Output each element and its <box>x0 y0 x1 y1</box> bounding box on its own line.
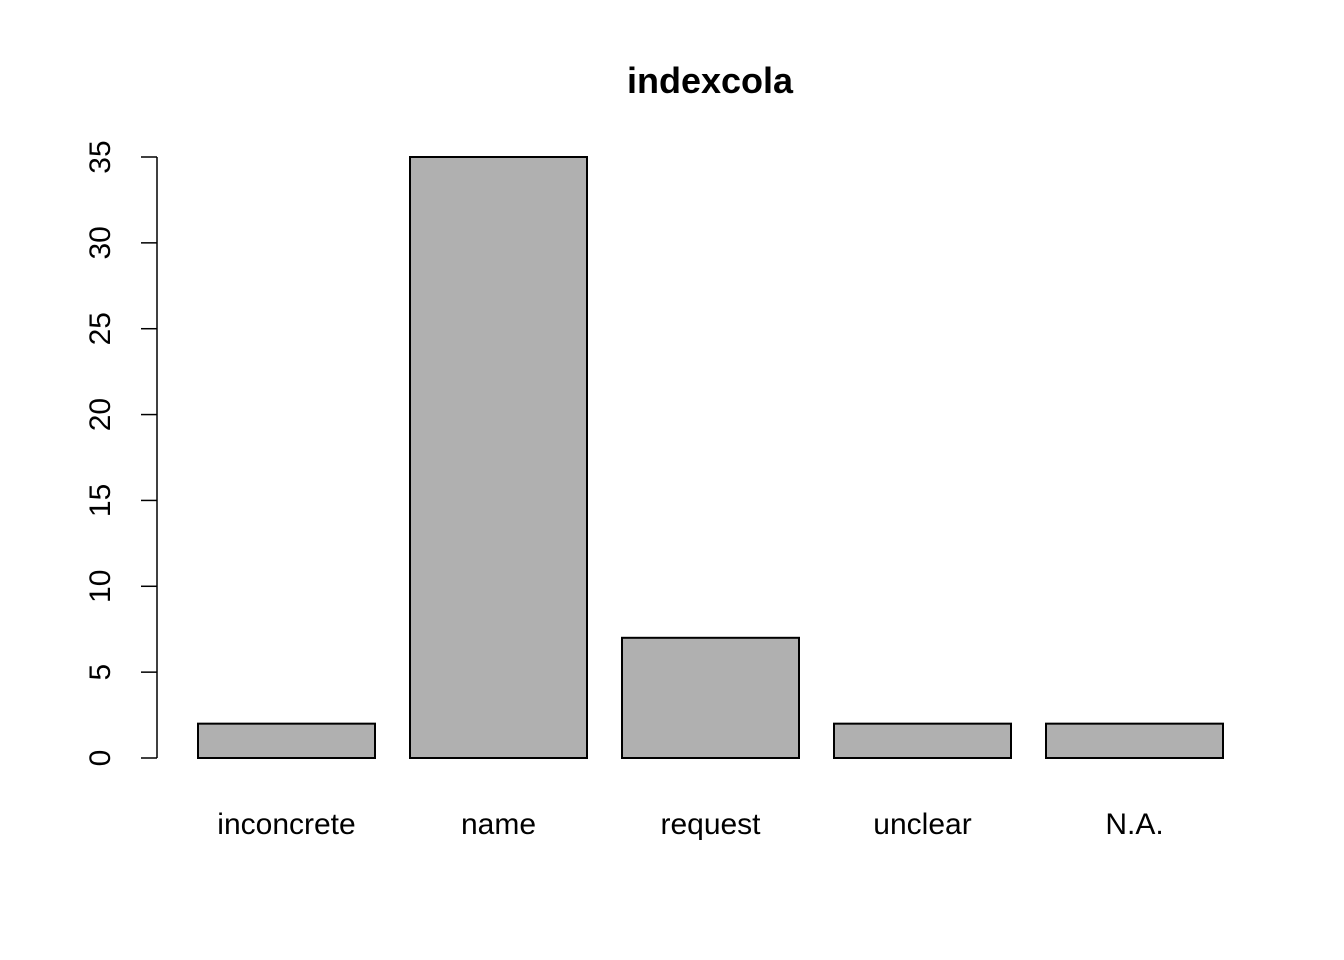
y-tick-label: 35 <box>84 140 117 173</box>
y-tick-label: 30 <box>84 226 117 259</box>
x-category-label: inconcrete <box>217 808 355 841</box>
y-tick-label: 0 <box>84 750 117 767</box>
y-tick-label: 15 <box>84 484 117 517</box>
y-tick-label: 20 <box>84 398 117 431</box>
x-axis-labels: inconcrete name request unclear N.A. <box>217 808 1163 841</box>
bar-request <box>621 636 800 759</box>
y-tick-label: 25 <box>84 312 117 345</box>
x-category-label: request <box>660 808 761 841</box>
bar-name <box>409 156 588 759</box>
bars <box>197 156 1224 760</box>
y-tick-label: 5 <box>84 664 117 681</box>
bar-unclear <box>833 722 1012 760</box>
y-tick-label: 10 <box>84 570 117 603</box>
chart-title: indexcola <box>627 60 794 101</box>
x-category-label: name <box>461 808 536 841</box>
y-axis: 0 5 10 15 20 25 30 35 <box>84 140 158 767</box>
bar-inconcrete <box>197 722 376 760</box>
x-category-label: N.A. <box>1105 808 1163 841</box>
bar-n-a <box>1045 722 1224 760</box>
x-category-label: unclear <box>873 808 971 841</box>
